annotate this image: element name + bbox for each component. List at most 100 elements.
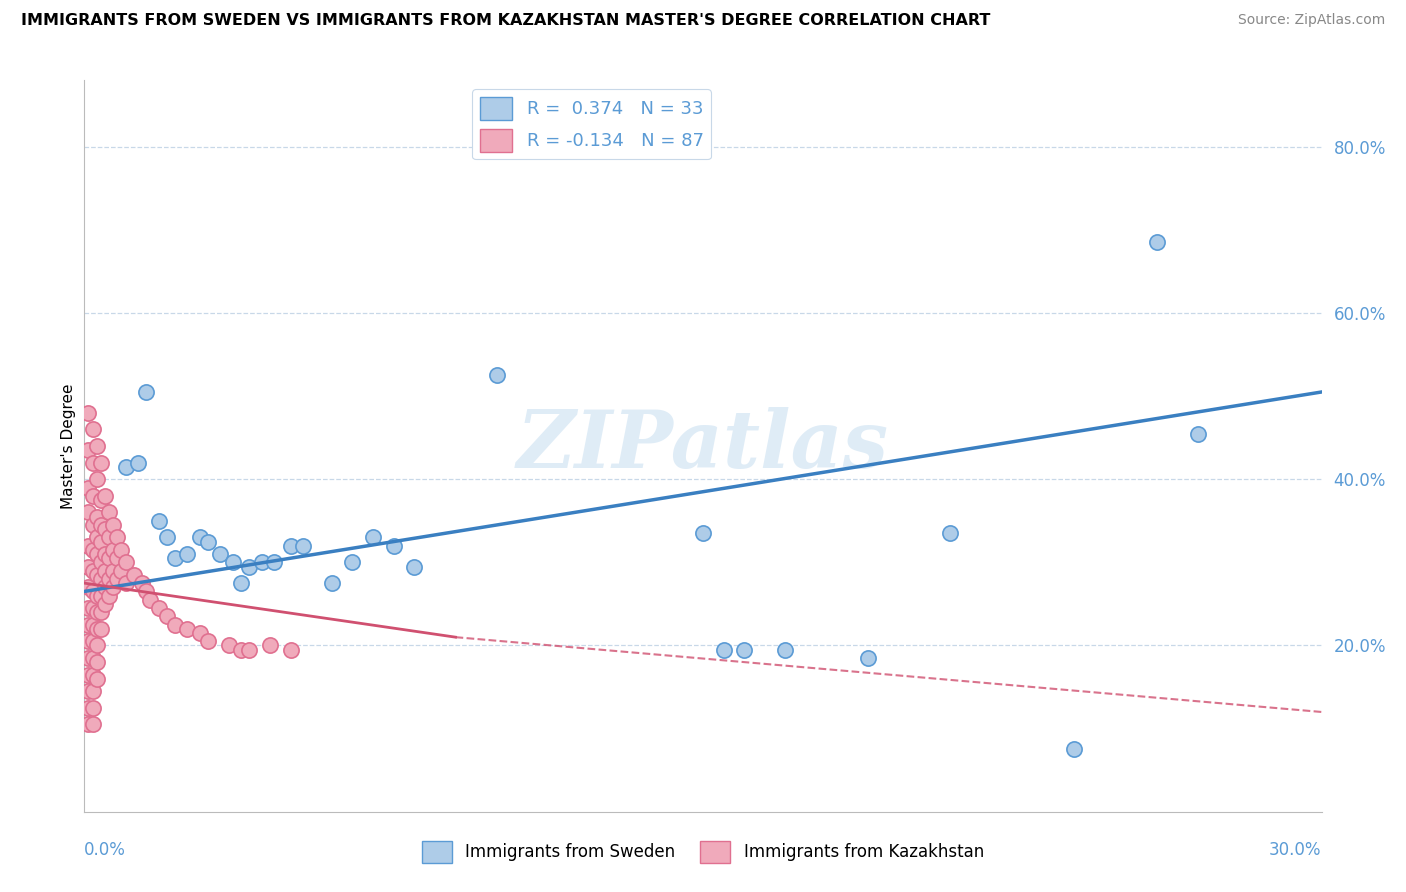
Point	[105, 530, 128, 544]
Point	[197, 534, 219, 549]
Text: IMMIGRANTS FROM SWEDEN VS IMMIGRANTS FROM KAZAKHSTAN MASTER'S DEGREE CORRELATION: IMMIGRANTS FROM SWEDEN VS IMMIGRANTS FRO…	[21, 13, 990, 29]
Point	[713, 642, 735, 657]
Point	[90, 589, 112, 603]
Point	[82, 617, 104, 632]
Point	[77, 443, 100, 458]
Point	[263, 555, 285, 569]
Point	[103, 564, 125, 578]
Point	[222, 555, 245, 569]
Point	[86, 547, 108, 561]
Point	[342, 555, 364, 569]
Text: 30.0%: 30.0%	[1270, 841, 1322, 859]
Point	[86, 639, 108, 653]
Point	[90, 493, 112, 508]
Point	[110, 542, 132, 557]
Point	[98, 572, 121, 586]
Point	[148, 601, 170, 615]
Point	[229, 642, 252, 657]
Point	[77, 481, 100, 495]
Point	[176, 622, 198, 636]
Y-axis label: Master's Degree: Master's Degree	[60, 384, 76, 508]
Point	[692, 526, 714, 541]
Point	[114, 576, 136, 591]
Point	[77, 634, 100, 648]
Point	[77, 559, 100, 574]
Point	[82, 518, 104, 533]
Point	[404, 559, 426, 574]
Point	[77, 617, 100, 632]
Point	[321, 576, 343, 591]
Point	[382, 539, 405, 553]
Point	[94, 522, 117, 536]
Point	[94, 547, 117, 561]
Point	[156, 530, 179, 544]
Point	[90, 555, 112, 569]
Text: Source: ZipAtlas.com: Source: ZipAtlas.com	[1237, 13, 1385, 28]
Point	[94, 580, 117, 594]
Point	[86, 605, 108, 619]
Point	[250, 555, 273, 569]
Point	[77, 684, 100, 698]
Point	[94, 564, 117, 578]
Point	[229, 576, 252, 591]
Point	[90, 534, 112, 549]
Point	[165, 551, 187, 566]
Point	[86, 439, 108, 453]
Point	[90, 518, 112, 533]
Point	[209, 547, 232, 561]
Point	[259, 639, 281, 653]
Point	[86, 509, 108, 524]
Point	[90, 456, 112, 470]
Point	[280, 539, 302, 553]
Point	[105, 551, 128, 566]
Point	[135, 584, 157, 599]
Point	[86, 672, 108, 686]
Point	[98, 506, 121, 520]
Point	[156, 609, 179, 624]
Point	[188, 530, 211, 544]
Point	[98, 551, 121, 566]
Point	[103, 542, 125, 557]
Point	[361, 530, 384, 544]
Point	[188, 626, 211, 640]
Point	[77, 406, 100, 420]
Legend: Immigrants from Sweden, Immigrants from Kazakhstan: Immigrants from Sweden, Immigrants from …	[415, 835, 991, 869]
Point	[775, 642, 797, 657]
Point	[86, 567, 108, 582]
Point	[77, 651, 100, 665]
Point	[82, 422, 104, 436]
Point	[82, 456, 104, 470]
Point	[291, 539, 314, 553]
Point	[139, 592, 162, 607]
Point	[77, 667, 100, 681]
Point	[127, 456, 149, 470]
Point	[90, 572, 112, 586]
Point	[939, 526, 962, 541]
Point	[82, 564, 104, 578]
Point	[86, 530, 108, 544]
Point	[218, 639, 240, 653]
Point	[82, 651, 104, 665]
Point	[110, 564, 132, 578]
Point	[82, 667, 104, 681]
Point	[86, 589, 108, 603]
Point	[82, 601, 104, 615]
Point	[82, 584, 104, 599]
Point	[114, 459, 136, 474]
Point	[82, 701, 104, 715]
Point	[148, 514, 170, 528]
Point	[77, 717, 100, 731]
Point	[280, 642, 302, 657]
Point	[131, 576, 153, 591]
Point	[1146, 235, 1168, 250]
Point	[103, 518, 125, 533]
Point	[90, 622, 112, 636]
Text: 0.0%: 0.0%	[84, 841, 127, 859]
Point	[86, 472, 108, 486]
Point	[82, 489, 104, 503]
Point	[77, 601, 100, 615]
Point	[733, 642, 755, 657]
Point	[114, 555, 136, 569]
Point	[82, 542, 104, 557]
Point	[82, 717, 104, 731]
